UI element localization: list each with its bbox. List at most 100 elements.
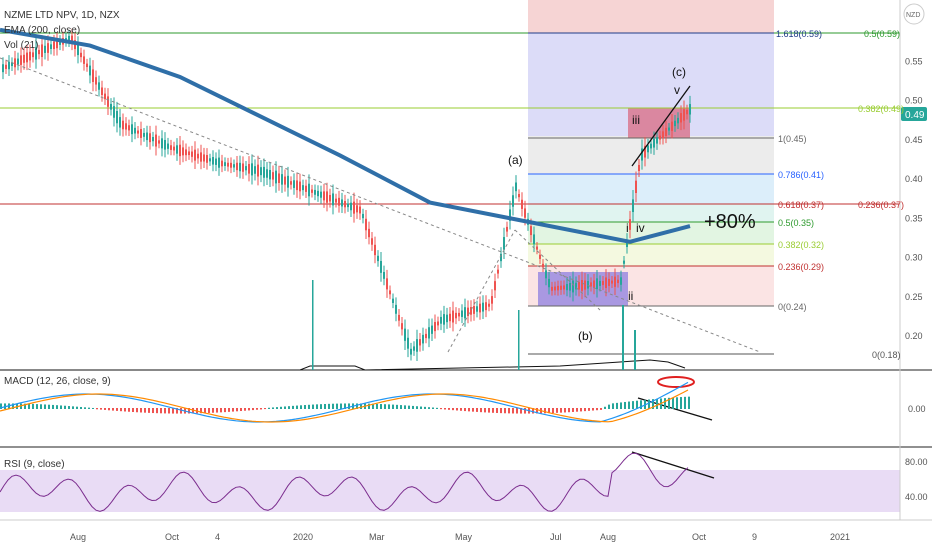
rsi-line [0,452,689,512]
candle [416,339,418,352]
candle [314,189,316,195]
candle [17,58,19,65]
candle [656,137,658,144]
candle [269,170,271,180]
wave-label: (a) [508,153,523,167]
macd-hist-bar [452,408,454,411]
price-tick-label: 0.35 [905,213,923,223]
price-axis: 0.55 0.50 0.45 0.40 0.35 0.30 0.25 0.20 [905,56,923,341]
trend-line-a [447,229,516,353]
time-tick-label: Mar [369,532,385,542]
macd-hist-bar [368,403,370,409]
macd-hist-bar [648,399,650,409]
candle [590,282,592,287]
candle [362,213,364,219]
candle [326,191,328,203]
candle [38,49,40,55]
macd-hist-bar [68,406,70,409]
candle [419,339,421,346]
candle [365,218,367,231]
candle [77,44,79,56]
candle [311,189,313,193]
candle [122,120,124,130]
candle [209,158,211,162]
candle [626,239,628,248]
fib-zone-teal [528,204,774,222]
candle [632,199,634,213]
macd-hist-bar [448,408,450,410]
time-tick-label: Jul [550,532,562,542]
candle [92,69,94,82]
candle [689,104,691,115]
macd-hist-bar [136,408,138,413]
candle [41,44,43,57]
candle [485,302,487,311]
rsi-axis-40: 40.00 [905,492,928,502]
candle [155,134,157,147]
macd-hist-bar [336,403,338,409]
macd-hist-bar [560,408,562,413]
macd-hist-bar [344,403,346,409]
candle [464,307,466,319]
candle [107,96,109,107]
candle [380,260,382,273]
macd-hist-bar [80,406,82,409]
candle [569,282,571,291]
price-tick-label: 0.40 [905,174,923,184]
candle [578,281,580,290]
price-tick-label: 0.50 [905,96,923,106]
candle [251,163,253,176]
macd-hist-bar [416,406,418,409]
candle [116,111,118,124]
candle [602,281,604,286]
macd-hist-bar [176,408,178,414]
candle [215,158,217,165]
macd-hist-bar [460,408,462,411]
macd-hist-bar [532,408,534,414]
macd-hist-bar [124,408,126,412]
rsi-band [0,470,900,512]
candle [386,278,388,290]
candle [293,180,295,188]
macd-hist-bar [552,408,554,414]
candle [275,170,277,184]
macd-hist-bar [252,408,254,411]
macd-hist-bar [580,408,582,412]
candle [461,310,463,317]
candle [665,127,667,136]
macd-hist-bar [168,408,170,414]
candle [368,228,370,238]
candle [605,277,607,289]
candle [563,285,565,290]
candle [521,199,523,209]
macd-hist-bar [188,408,190,414]
candle [248,163,250,174]
candle [335,198,337,203]
rsi-divergence-line [631,451,715,479]
candle [35,47,37,60]
macd-hist-bar [240,408,242,412]
macd-hist-bar [132,408,134,413]
macd-hist-bar [632,401,634,409]
ema-label: EMA (200, close) [4,25,80,36]
candle [53,41,55,50]
candle [254,166,256,174]
candle [581,280,583,291]
macd-hist-bar [372,403,374,409]
macd-hist-bar [432,407,434,409]
macd-hist-bar [312,404,314,409]
candle [617,279,619,284]
macd-hist-bar [548,408,550,414]
candle [341,199,343,207]
candle [137,130,139,134]
candle [170,145,172,150]
macd-hist-bar [588,408,590,411]
macd-hist-bar [520,408,522,414]
price-tick-label: 0.55 [905,56,923,66]
macd-hist-bar [32,403,34,409]
candle [242,163,244,172]
macd-hist-bar [444,408,446,410]
currency-badge[interactable] [903,3,925,25]
candle [500,253,502,262]
